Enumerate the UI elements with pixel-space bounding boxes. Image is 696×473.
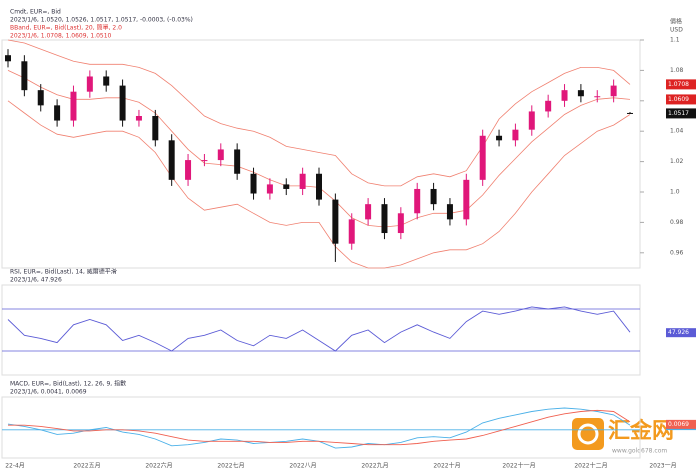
- rsi-title: RSI, EUR=, Bid(Last), 14, 威爾德平滑: [10, 268, 117, 276]
- candle-body: [545, 100, 552, 112]
- candle-body: [446, 204, 453, 220]
- x-tick-label: 2022十二月: [574, 462, 607, 470]
- candle-body: [152, 116, 159, 141]
- x-tick-label: 2023一月: [649, 463, 676, 470]
- x-tick-label: 2022五月: [73, 463, 100, 470]
- candle-body: [348, 219, 355, 244]
- candle-body: [201, 160, 208, 162]
- price-tag-label: 1.0517: [668, 110, 689, 117]
- value-tag: [666, 328, 696, 338]
- series-line: [7, 306, 631, 352]
- band-line: [7, 39, 631, 187]
- candle-body: [381, 204, 388, 234]
- candle-body: [316, 173, 322, 200]
- subtitle: 2023/1/6, 1.0520, 1.0526, 1.0517, 1.0517…: [10, 17, 193, 24]
- x-tick-label: 2022十月: [433, 462, 460, 470]
- candle-body: [37, 90, 44, 106]
- y-tick-label: 1.1: [670, 37, 680, 44]
- band-tag: [666, 94, 696, 105]
- rsi-subtitle: 2023/1/6, 47.926: [10, 277, 62, 284]
- x-tick-label: 2022六月: [145, 462, 172, 470]
- axis-unit: USD: [670, 27, 683, 34]
- pane-frame: [1, 39, 641, 269]
- band-subtitle: 2023/1/6, 1.0708, 1.0609, 1.0510: [10, 33, 112, 40]
- y-tick-label: 1.02: [670, 158, 684, 165]
- candle-body: [21, 61, 28, 91]
- candle-body: [185, 160, 192, 180]
- logo-icon: [572, 418, 604, 450]
- candle-body: [299, 173, 306, 189]
- price-tag: [666, 108, 696, 119]
- candle-body: [54, 105, 61, 121]
- value-tag-label: 47.926: [668, 329, 689, 336]
- candle-body: [528, 111, 535, 130]
- candle-body: [496, 135, 503, 141]
- candle-body: [266, 184, 273, 194]
- candle-body: [217, 149, 224, 161]
- y-tick-label: 1.08: [670, 67, 684, 74]
- candle-body: [577, 90, 584, 97]
- candle-body: [512, 129, 519, 141]
- band-title: BBand, EUR=, Bid(Last), 20, 簡單, 2.0: [10, 24, 122, 32]
- candle-body: [135, 116, 142, 121]
- candle-body: [119, 85, 126, 121]
- x-tick-label: 2022七月: [217, 462, 244, 470]
- candle-body: [5, 55, 11, 62]
- candle-body: [250, 173, 257, 194]
- logo-mark: [577, 423, 599, 445]
- y-tick-label: 1.04: [670, 128, 684, 135]
- value-tag-label: 0.0069: [668, 421, 689, 428]
- macd-subtitle: 2023/1/6, 0.0041, 0.0069: [10, 389, 87, 396]
- y-tick-label: 1.0: [670, 189, 680, 196]
- band-tag-label: 1.0609: [668, 96, 689, 103]
- pane-frame: [1, 284, 641, 376]
- x-tick-label: 2022十一月: [502, 462, 535, 470]
- candle-body: [234, 149, 241, 174]
- value-tag: [666, 419, 696, 429]
- series-line: [8, 409, 631, 446]
- macd-title: MACD, EUR=, Bid(Last), 12, 26, 9, 指數: [10, 380, 126, 388]
- candle-body: [479, 135, 486, 180]
- candle-body: [86, 76, 93, 92]
- candle-body: [397, 213, 404, 234]
- candle-body: [561, 90, 568, 101]
- x-tick-label: 22-4月: [5, 463, 25, 470]
- axis-label: 價格: [670, 18, 682, 26]
- candle-body: [168, 140, 175, 180]
- candle-body: [430, 188, 437, 205]
- x-tick-label: 2022九月: [361, 462, 388, 470]
- candle-body: [627, 112, 633, 114]
- candle-body: [414, 188, 421, 214]
- pane-frame: [1, 396, 641, 459]
- band-line: [7, 100, 631, 269]
- candle-body: [463, 179, 470, 220]
- band-tag-label: 1.0708: [668, 81, 689, 88]
- candle-body: [283, 184, 290, 189]
- candle-body: [70, 91, 77, 121]
- chart-title: Cmdt, EUR=, Bid: [10, 9, 61, 16]
- y-tick-label: 0.96: [670, 249, 684, 256]
- watermark-brand: 汇金网: [608, 418, 674, 444]
- x-tick-label: 2022八月: [289, 463, 316, 470]
- band-tag: [666, 79, 696, 90]
- candle-body: [103, 76, 110, 86]
- candle-body: [594, 96, 601, 98]
- y-tick-label: 0.98: [670, 219, 684, 226]
- candle-body: [332, 199, 339, 244]
- candle-body: [365, 204, 372, 220]
- candle-body: [610, 85, 617, 97]
